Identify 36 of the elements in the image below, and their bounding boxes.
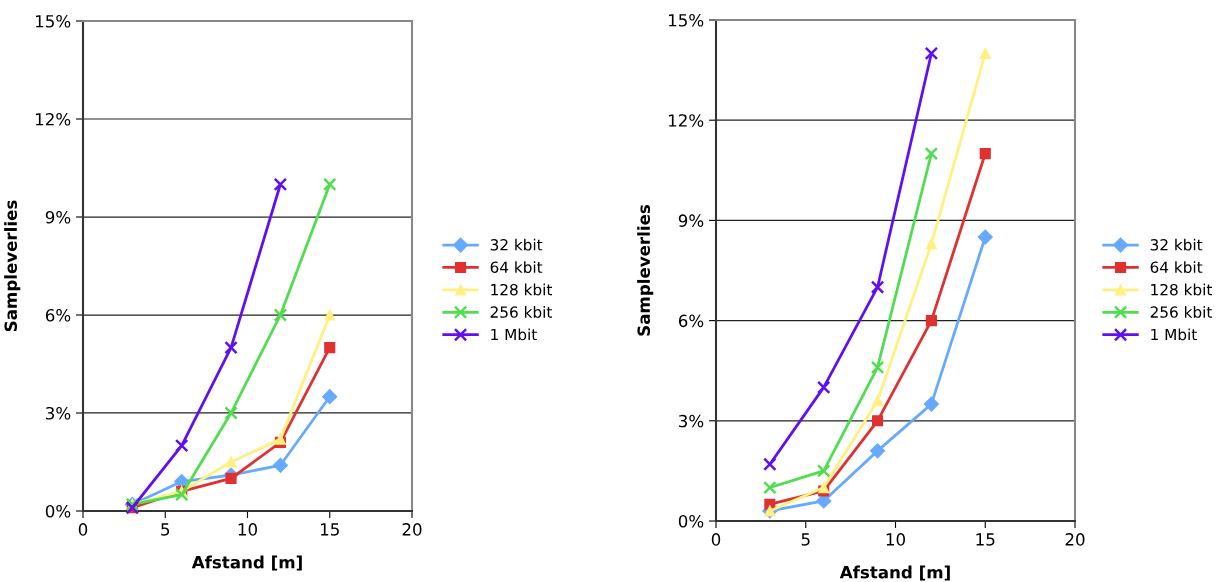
x-tick-label: 0 [711,533,721,546]
x-axis-title: Afstand [m] [191,555,302,571]
legend-label: 256 kbit [490,306,553,318]
y-tick-label: 12% [668,114,704,127]
y-tick-label: 6% [678,314,704,328]
legend-label: 32 kbit [490,238,543,251]
x-tick-label: 20 [1065,533,1085,546]
x-tick-label: 15 [976,533,995,546]
y-tick-label: 3% [46,406,71,420]
y-tick-label: 9% [678,214,704,227]
y-tick-label: 15% [35,14,71,28]
legend-label: 128 kbit [1151,283,1213,296]
y-tick-label: 3% [679,414,704,428]
legend-label: 1 Mbit [1151,328,1197,341]
y-axis-title: Sampleverlies [4,200,21,332]
legend-label: 256 kbit [1150,306,1213,318]
y-tick-label: 9% [45,210,71,224]
x-tick-label: 15 [320,523,339,536]
y-tick-label: 0% [45,504,71,518]
y-tick-label: 15% [668,13,704,27]
legend-label: 1 Mbit [491,328,537,341]
legend-label: 32 kbit [1150,238,1203,251]
y-tick-label: 12% [35,112,71,126]
x-tick-label: 5 [801,533,810,546]
y-axis-title: Sampleverlies [637,204,654,336]
x-tick-label: 10 [886,533,905,546]
y-tick-label: 0% [678,514,704,528]
x-axis-title: Afstand [m] [839,565,950,581]
legend-label: 128 kbit [491,283,553,296]
x-tick-label: 20 [402,523,422,536]
x-tick-label: 0 [78,523,88,536]
x-tick-label: 5 [161,523,170,536]
legend-label: 64 kbit [1150,261,1203,274]
legend-label: 64 kbit [490,261,543,274]
y-tick-label: 6% [45,308,71,322]
x-tick-label: 10 [238,523,257,536]
